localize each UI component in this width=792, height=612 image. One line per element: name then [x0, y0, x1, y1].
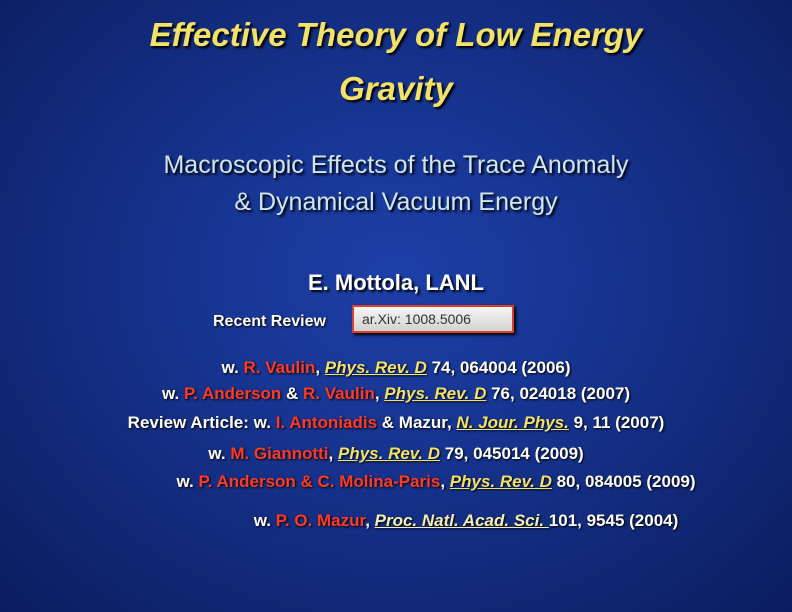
journal: Phys. Rev. D: [337, 444, 441, 463]
reference-text: P. Anderson: [184, 384, 282, 403]
arxiv-box: ar.Xiv: 1008.5006: [352, 305, 514, 333]
reference-text: 76, 024018 (2007): [486, 384, 631, 403]
reference-text: ,: [440, 472, 450, 491]
reference-text: Review Article: w.: [127, 413, 276, 432]
reference: Review Article: w. I. Antoniadis & Mazur…: [0, 413, 792, 433]
reference-text: R. Vaulin: [303, 384, 375, 403]
title-line: Gravity: [339, 70, 453, 107]
reference-text: P. Anderson & C. Molina-Paris: [198, 472, 441, 491]
reference-text: ,: [365, 511, 375, 530]
reference-text: w.: [161, 384, 184, 403]
reference: w. M. Giannotti, Phys. Rev. D 79, 045014…: [0, 444, 792, 464]
journal: N. Jour. Phys.: [456, 413, 569, 432]
reference-text: ,: [328, 444, 338, 463]
reference: w. P. Anderson & C. Molina-Paris, Phys. …: [80, 472, 792, 492]
journal: Phys. Rev. D: [384, 384, 487, 403]
reference: w. R. Vaulin, Phys. Rev. D 74, 064004 (2…: [0, 358, 792, 378]
reference-text: 101, 9545 (2004): [548, 511, 679, 530]
title-line: Effective Theory of Low Energy: [149, 16, 643, 53]
reference-text: 79, 045014 (2009): [440, 444, 584, 463]
subtitle-line: & Dynamical Vacuum Energy: [234, 188, 558, 216]
subtitle-line: Macroscopic Effects of the Trace Anomaly: [163, 151, 629, 179]
journal: Phys. Rev. D: [449, 472, 552, 491]
reference-text: &: [281, 384, 304, 403]
reference-text: w.: [176, 472, 199, 491]
reference: w. P. O. Mazur, Proc. Natl. Acad. Sci. 1…: [140, 511, 792, 531]
journal: Phys. Rev. D: [324, 358, 427, 377]
reference-text: & Mazur,: [377, 413, 457, 432]
reference-text: ,: [315, 358, 325, 377]
author: E. Mottola, LANL: [308, 270, 484, 295]
review-label: Recent Review: [213, 313, 326, 330]
reference-text: 74, 064004 (2006): [426, 358, 571, 377]
reference-text: w.: [253, 511, 276, 530]
reference-text: I. Antoniadis: [275, 413, 378, 432]
reference: w. P. Anderson & R. Vaulin, Phys. Rev. D…: [0, 384, 792, 404]
reference-text: ,: [374, 384, 385, 403]
reference-text: R. Vaulin: [243, 358, 316, 377]
journal: Proc. Natl. Acad. Sci.: [374, 511, 549, 530]
reference-text: w.: [221, 358, 244, 377]
reference-text: w.: [208, 444, 231, 463]
reference-text: 80, 084005 (2009): [551, 472, 696, 491]
reference-text: 9, 11 (2007): [568, 413, 665, 432]
reference-text: M. Giannotti: [230, 444, 329, 463]
reference-text: P. O. Mazur: [275, 511, 366, 530]
